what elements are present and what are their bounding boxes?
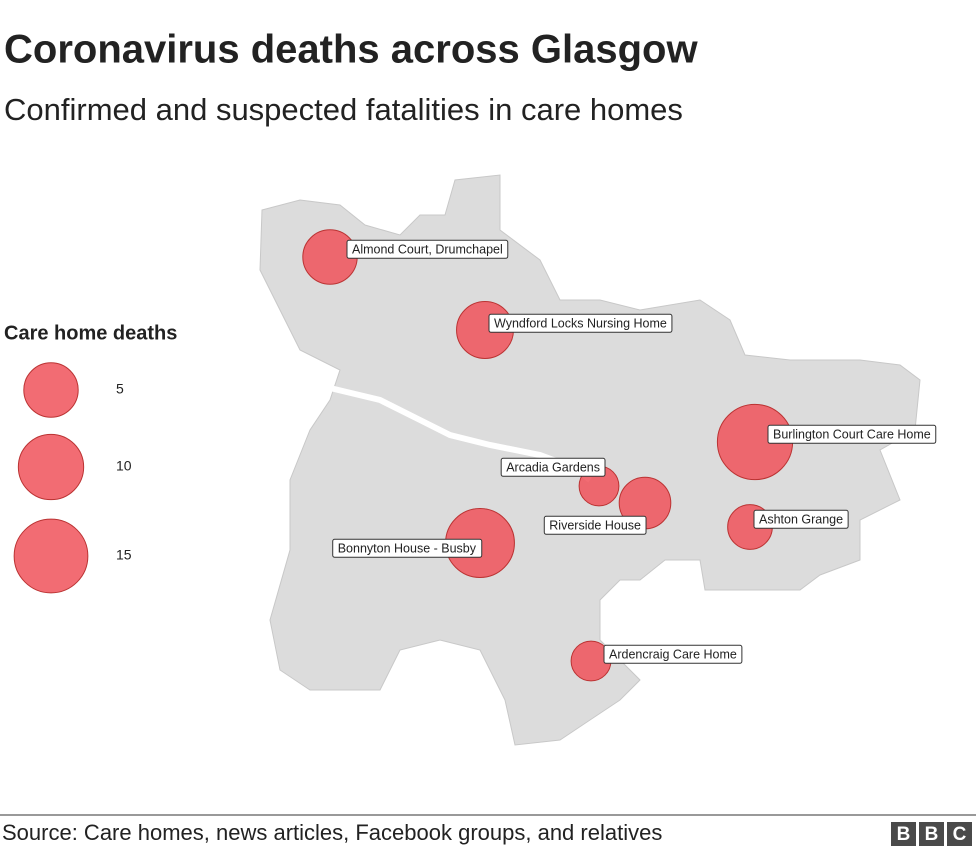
home-name: Burlington Court Care Home	[773, 427, 931, 441]
label-box	[543, 515, 647, 535]
subtitle: Confirmed and suspected fatalities in ca…	[4, 92, 683, 127]
title: Coronavirus deaths across Glasgow	[4, 28, 698, 72]
home-name: Arcadia Gardens	[506, 460, 600, 474]
logo-letter: C	[953, 824, 967, 845]
label-box	[500, 457, 606, 477]
legend-bubble	[13, 518, 89, 594]
legend-bubble	[17, 433, 85, 501]
home-name: Riverside House	[549, 518, 641, 532]
home-label: Almond Court, Drumchapel	[346, 239, 509, 259]
legend-label: 15	[116, 547, 132, 563]
logo-letter: B	[925, 824, 939, 845]
legend-label: 10	[116, 458, 132, 474]
label-box	[603, 644, 743, 664]
label-box	[332, 538, 483, 558]
label-box	[767, 424, 937, 444]
logo-box	[891, 822, 916, 846]
legend-title: Care home deaths	[4, 322, 177, 344]
label-box	[488, 313, 673, 333]
source: Source: Care homes, news articles, Faceb…	[2, 820, 662, 845]
home-name: Almond Court, Drumchapel	[352, 242, 503, 256]
home-label: Bonnyton House - Busby	[332, 538, 483, 558]
home-label: Arcadia Gardens	[500, 457, 606, 477]
home-label: Ashton Grange	[753, 509, 849, 529]
home-label: Burlington Court Care Home	[767, 424, 937, 444]
home-name: Wyndford Locks Nursing Home	[494, 316, 667, 330]
logo-box	[919, 822, 944, 846]
legend-label: 5	[116, 381, 124, 397]
home-label: Ardencraig Care Home	[603, 644, 743, 664]
home-name: Bonnyton House - Busby	[338, 541, 477, 555]
label-box	[346, 239, 509, 259]
home-label: Riverside House	[543, 515, 647, 535]
legend-bubble	[23, 362, 79, 418]
home-name: Ashton Grange	[759, 512, 843, 526]
home-name: Ardencraig Care Home	[609, 647, 737, 661]
label-box	[753, 509, 849, 529]
home-label: Wyndford Locks Nursing Home	[488, 313, 673, 333]
logo-letter: B	[897, 824, 911, 845]
logo-box	[947, 822, 972, 846]
